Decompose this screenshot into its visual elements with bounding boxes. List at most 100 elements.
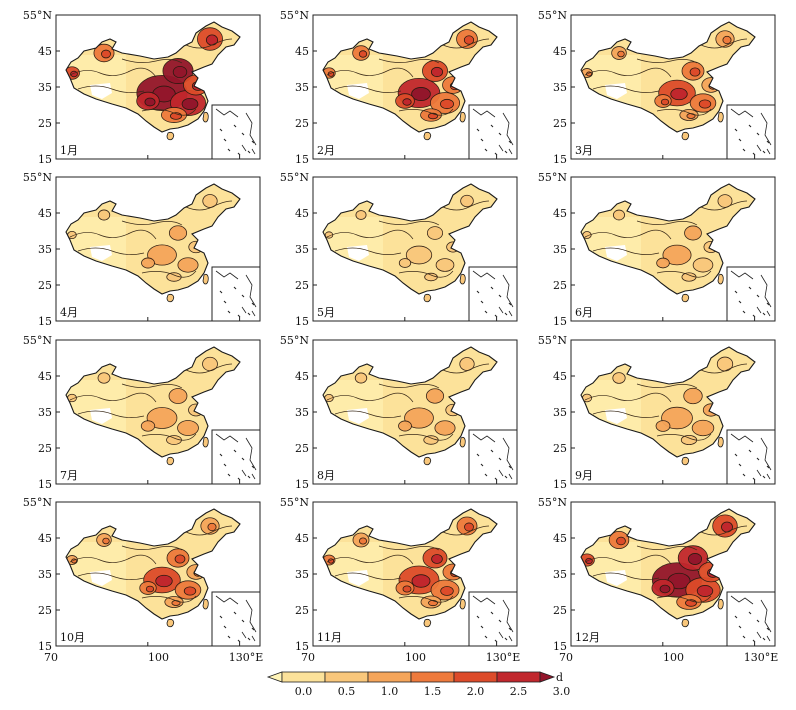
anomaly-blob xyxy=(612,209,626,221)
china-border xyxy=(65,183,241,295)
contour-line xyxy=(77,85,145,93)
lat-tick-label: 55°N xyxy=(538,334,567,347)
lon-tick-label: 130°E xyxy=(744,651,779,664)
lat-tick-label: 35 xyxy=(553,81,567,94)
south-china-sea-inset xyxy=(468,591,518,647)
colorbar-segment xyxy=(410,671,455,683)
anomaly-core xyxy=(431,554,443,564)
month-label: 9月 xyxy=(575,469,593,482)
colorbar-right-arrow xyxy=(539,671,556,683)
month-label: 3月 xyxy=(575,144,593,157)
map-panel: 6月 55°N 45 35 25 15 xyxy=(538,171,776,328)
lat-tick-label: 45 xyxy=(38,532,52,545)
lat-tick-label: 55°N xyxy=(538,496,567,509)
china-border xyxy=(65,346,241,458)
anomaly-core xyxy=(402,585,412,593)
contour-line xyxy=(141,270,197,278)
lat-tick-label: 35 xyxy=(38,81,52,94)
lat-tick-label: 55°N xyxy=(538,171,567,184)
lat-tick-label: 45 xyxy=(553,532,567,545)
lat-tick-label: 15 xyxy=(553,478,567,491)
contour-line xyxy=(185,525,233,536)
china-border xyxy=(322,183,498,295)
china-border xyxy=(580,508,756,620)
anomaly-blob xyxy=(683,387,703,405)
contour-line xyxy=(584,229,672,240)
anomaly-blob xyxy=(426,226,444,240)
colorbar-segment xyxy=(496,671,541,683)
south-china-sea-inset xyxy=(468,266,518,322)
contour-line xyxy=(141,595,197,603)
anomaly-blob xyxy=(141,257,155,269)
lat-tick-label: 45 xyxy=(38,45,52,58)
inset-coastline xyxy=(215,595,257,643)
taiwan-island xyxy=(202,436,209,448)
month-label: 6月 xyxy=(575,306,593,319)
hainan-island xyxy=(166,293,175,303)
lat-tick-label: 15 xyxy=(553,153,567,166)
contour-line xyxy=(121,383,183,389)
hainan-island xyxy=(423,456,432,466)
south-china-sea-inset xyxy=(468,104,518,160)
colorbar-tick-label: 1.5 xyxy=(424,685,442,698)
south-china-sea-inset xyxy=(726,266,776,322)
contour-line xyxy=(334,85,402,93)
month-label: 12月 xyxy=(575,631,600,644)
anomaly-blob xyxy=(398,258,412,268)
lat-tick-label: 55°N xyxy=(280,334,309,347)
anomaly-blob xyxy=(168,225,188,241)
anomaly-blob xyxy=(146,407,178,429)
china-border xyxy=(322,346,498,458)
contour-line xyxy=(700,525,748,536)
colorbar-tick-label: 0.5 xyxy=(338,685,356,698)
lat-tick-label: 15 xyxy=(295,153,309,166)
colorbar-tick-label: 1.0 xyxy=(381,685,399,698)
anomaly-core xyxy=(698,99,712,109)
anomaly-blob xyxy=(662,244,692,266)
contour-line xyxy=(636,383,698,389)
contour-line xyxy=(592,410,660,418)
lat-tick-label: 25 xyxy=(295,604,309,617)
south-china-sea-inset xyxy=(211,266,261,322)
hainan-island xyxy=(681,131,690,141)
china-border xyxy=(65,21,241,133)
contour-line xyxy=(656,108,712,116)
lat-tick-label: 25 xyxy=(38,279,52,292)
lat-tick-label: 35 xyxy=(295,81,309,94)
taiwan-island xyxy=(459,436,466,448)
lat-tick-label: 15 xyxy=(38,640,52,653)
lat-tick-label: 15 xyxy=(295,315,309,328)
inset-coastline xyxy=(215,108,257,156)
china-border xyxy=(580,183,756,295)
anomaly-blob xyxy=(459,357,475,371)
contour-line xyxy=(636,545,698,551)
anomaly-core xyxy=(172,65,188,79)
south-china-sea-inset xyxy=(211,104,261,160)
colorbar-tick-label: 0.0 xyxy=(295,685,313,698)
taiwan-island xyxy=(459,273,466,285)
south-china-sea-inset xyxy=(211,429,261,485)
anomaly-blob xyxy=(97,372,111,384)
contour-line xyxy=(636,58,698,64)
anomaly-core xyxy=(411,87,431,101)
contour-line xyxy=(69,67,157,78)
anomaly-core xyxy=(616,536,626,546)
lat-tick-label: 25 xyxy=(553,442,567,455)
map-panel: 2月 55°N 45 35 25 15 xyxy=(280,9,518,166)
lat-tick-label: 15 xyxy=(295,478,309,491)
colorbar-segment xyxy=(281,671,326,683)
lat-tick-label: 15 xyxy=(553,315,567,328)
taiwan-island xyxy=(717,436,724,448)
contour-line xyxy=(398,595,454,603)
lon-tick-label: 100 xyxy=(148,651,169,664)
lon-tick-label: 100 xyxy=(405,651,426,664)
contour-line xyxy=(442,38,490,49)
lat-tick-label: 55°N xyxy=(23,9,52,22)
anomaly-core xyxy=(402,98,412,106)
anomaly-core xyxy=(358,537,368,545)
lat-tick-label: 35 xyxy=(38,406,52,419)
anomaly-blob xyxy=(140,420,156,432)
month-label: 1月 xyxy=(60,144,78,157)
hainan-island xyxy=(166,618,175,628)
